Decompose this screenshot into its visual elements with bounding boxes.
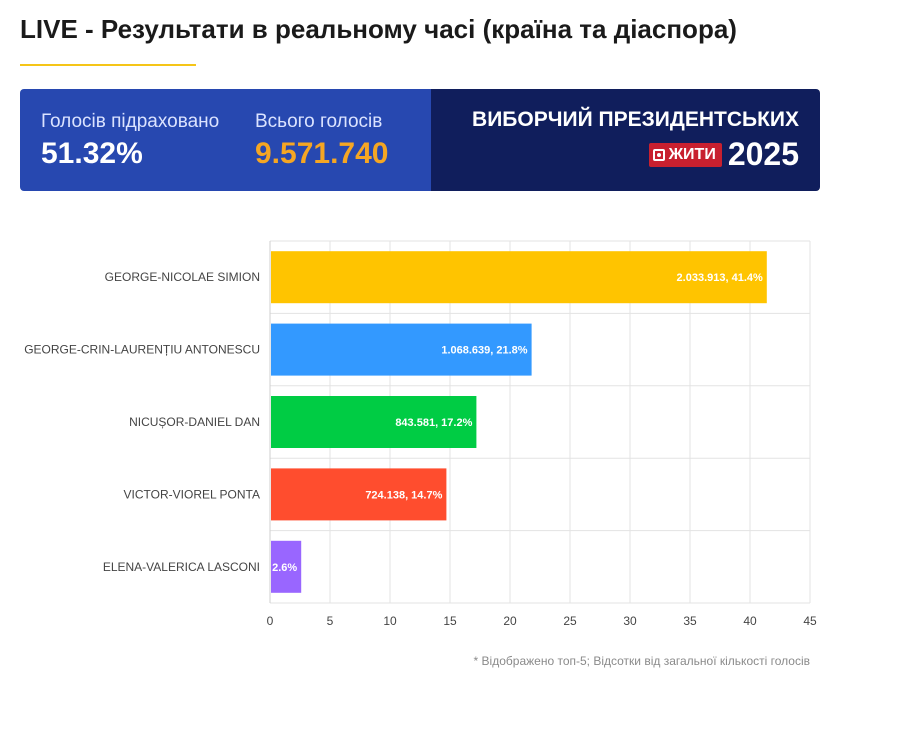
brand-badge-text: ЖИТИ [668,145,716,163]
bar [271,396,477,448]
bar-data-label: 2.033.913, 41.4% [677,272,763,284]
total-value: 9.571.740 [255,137,389,170]
category-label: VICTOR-VIOREL PONTA [124,487,260,501]
brand-bottom: ЖИТИ 2025 [648,136,799,173]
counted-label: Голосів підраховано [41,111,220,132]
x-tick-label: 30 [623,614,637,628]
brand-badge: ЖИТИ [648,142,722,167]
counted-stat: Голосів підраховано 51.32% [41,111,219,171]
brand-year: 2025 [727,136,799,172]
results-bar-chart: 2.033.913, 41.4% GEORGE-NICOLAE SIMION 1.0… [24,240,817,628]
bar-data-label: 2.6% [272,562,297,574]
banner-stats: Голосів підраховано 51.32% Всього голосі… [20,89,431,191]
category-label: GEORGE-CRIN-LAURENȚIU ANTONESCU [24,343,260,357]
x-tick-label: 10 [383,614,397,628]
title-underline [20,64,196,66]
category-label: NICUȘOR-DANIEL DAN [129,415,260,429]
bar-data-label: 724.138, 14.7% [365,489,442,501]
x-tick-label: 45 [803,614,817,628]
bar-data-label: 843.581, 17.2% [395,417,472,429]
live-icon [652,148,665,161]
x-tick-label: 15 [443,614,457,628]
total-label: Всього голосів [255,111,383,132]
category-label: GEORGE-NICOLAE SIMION [105,270,260,284]
page-title: LIVE - Результати в реальному часі (краї… [20,14,737,44]
bar [271,468,447,521]
banner-brand: ВИБОРЧИЙ ПРЕЗИДЕНТСЬКИХ ЖИТИ 2025 [431,89,820,191]
x-tick-label: 35 [683,614,697,628]
x-tick-label: 0 [267,614,274,628]
footnote: * Відображено топ-5; Відсотки від загаль… [473,654,810,668]
bar [271,251,767,304]
brand-title: ВИБОРЧИЙ ПРЕЗИДЕНТСЬКИХ [472,108,799,131]
x-tick-label: 5 [327,614,334,628]
bar [271,540,302,593]
bar-data-label: 1.068.639, 21.8% [441,345,527,357]
x-tick-label: 20 [503,614,517,628]
category-label: ELENA-VALERICA LASCONI [103,560,260,574]
total-stat: Всього голосів 9.571.740 [255,111,388,171]
x-tick-label: 25 [563,614,577,628]
counted-value: 51.32% [41,137,143,170]
results-banner: Голосів підраховано 51.32% Всього голосі… [20,89,820,191]
x-tick-label: 40 [743,614,757,628]
bar [271,323,532,376]
